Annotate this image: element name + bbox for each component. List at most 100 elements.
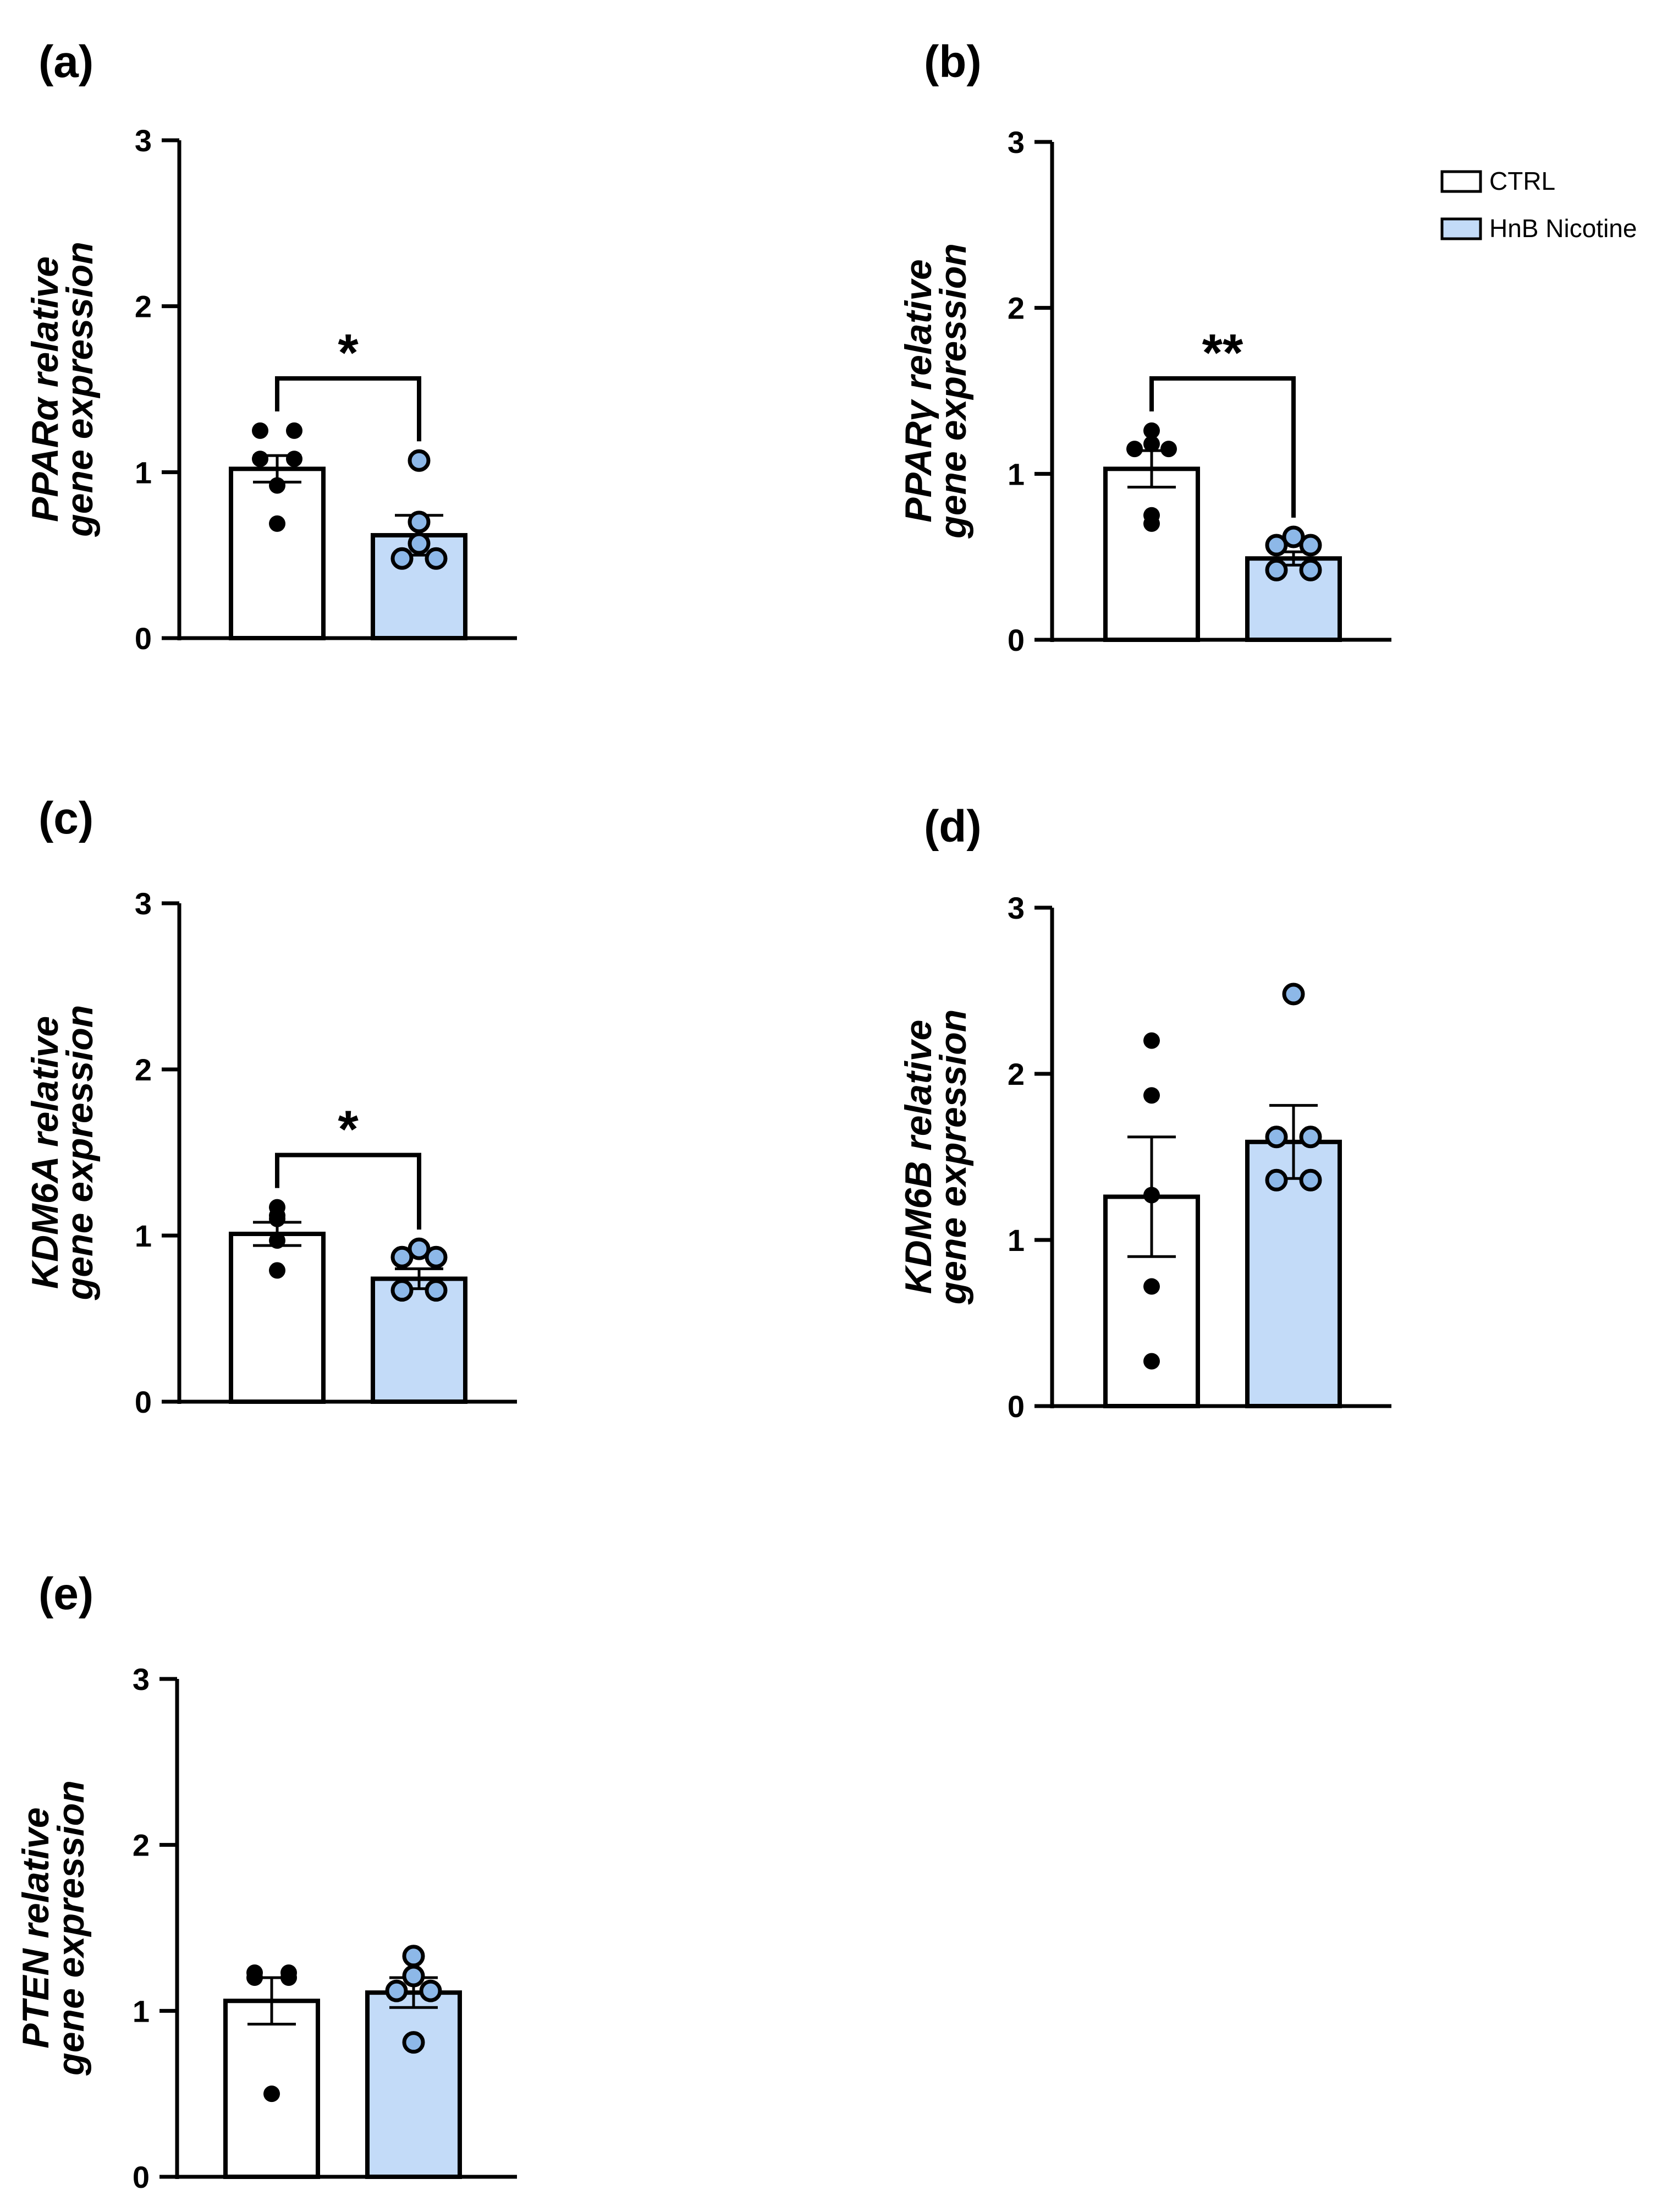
data-point-hnb: [425, 1279, 448, 1302]
data-point-ctrl: [1143, 1032, 1160, 1049]
y-tick-label: 2: [1008, 291, 1025, 326]
data-point-hnb: [1265, 534, 1288, 557]
bar-hnb: [1245, 556, 1342, 643]
bar-hnb: [365, 1990, 462, 2179]
y-tick-label: 0: [1008, 1389, 1025, 1424]
data-point-ctrl: [269, 1262, 285, 1279]
data-point-ctrl: [1143, 436, 1160, 453]
data-point-hnb: [1282, 982, 1305, 1006]
data-point-hnb: [1299, 1126, 1322, 1149]
y-tick-label: 2: [1008, 1057, 1025, 1091]
panel-label: (b): [924, 37, 982, 87]
data-point-hnb: [425, 1245, 448, 1269]
y-tick-label: 1: [135, 455, 152, 490]
data-point-ctrl: [280, 1969, 297, 1986]
y-tick-label: 3: [133, 1662, 150, 1697]
significance-bracket: [275, 1152, 421, 1230]
y-tick-label: 1: [1008, 1223, 1025, 1258]
data-point-ctrl: [252, 451, 268, 468]
y-tick-label: 2: [135, 1052, 152, 1087]
bar-hnb: [371, 1276, 467, 1404]
y-tick-label: 3: [1008, 891, 1025, 925]
data-point-ctrl: [1160, 441, 1177, 458]
data-point-hnb: [1265, 558, 1288, 581]
data-point-hnb: [402, 1945, 425, 1968]
data-point-ctrl: [1143, 1278, 1160, 1295]
data-point-hnb: [402, 1964, 425, 1988]
data-point-hnb: [408, 532, 431, 555]
data-point-ctrl: [269, 515, 285, 532]
data-point-ctrl: [263, 2085, 280, 2103]
data-point-hnb: [1265, 1168, 1288, 1192]
data-point-ctrl: [1143, 422, 1160, 439]
data-point-ctrl: [252, 422, 268, 439]
y-axis-label-line2: gene expression: [50, 1780, 92, 2076]
y-tick-label: 2: [133, 1828, 150, 1863]
y-tick-label: 3: [135, 886, 152, 921]
legend-label-ctrl: CTRL: [1489, 167, 1555, 195]
y-tick-label: 1: [133, 1994, 150, 2028]
data-point-ctrl: [246, 1969, 263, 1986]
y-tick-label: 0: [135, 1385, 152, 1419]
y-axis-label-line2: gene expression: [59, 241, 101, 537]
data-point-hnb: [1265, 1126, 1288, 1149]
panel-label: (c): [38, 793, 93, 843]
panel-label: (d): [924, 802, 982, 852]
data-point-ctrl: [1143, 1353, 1160, 1370]
data-point-hnb: [390, 1279, 414, 1302]
y-axis-label-line2: gene expression: [59, 1005, 101, 1301]
bar-hnb: [1245, 1139, 1342, 1409]
bar-ctrl: [229, 1231, 326, 1404]
data-point-hnb: [385, 1979, 408, 2002]
bar-ctrl: [229, 466, 326, 640]
data-point-hnb: [1282, 525, 1305, 548]
y-axis-label-line2: gene expression: [932, 1009, 974, 1305]
data-point-ctrl: [269, 1232, 285, 1249]
y-axis-label: PPARα relative: [24, 256, 66, 522]
panel-label: (a): [38, 37, 93, 87]
legend-label-hnb: HnB Nicotine: [1489, 214, 1637, 243]
data-point-ctrl: [269, 1210, 285, 1227]
data-point-hnb: [1299, 1168, 1322, 1192]
data-point-hnb: [390, 1245, 414, 1269]
data-point-ctrl: [1143, 1187, 1160, 1204]
data-point-ctrl: [286, 451, 302, 468]
data-point-hnb: [419, 1979, 442, 2002]
legend: CTRL HnB Nicotine: [1440, 167, 1637, 243]
data-point-hnb: [1299, 534, 1322, 557]
data-point-ctrl: [1143, 515, 1160, 532]
data-point-hnb: [1299, 558, 1322, 581]
y-axis-label: PPARγ relative: [898, 259, 939, 523]
y-tick-label: 0: [133, 2160, 150, 2194]
panel-label: (e): [38, 1569, 93, 1619]
data-point-ctrl: [1126, 441, 1143, 458]
y-axis-label: KDM6B relative: [898, 1020, 939, 1294]
significance-label: **: [1202, 323, 1243, 382]
data-point-hnb: [408, 511, 431, 534]
data-point-hnb: [408, 1237, 431, 1260]
y-tick-label: 3: [135, 123, 152, 158]
data-point-hnb: [402, 2031, 425, 2054]
legend-swatch-ctrl: [1440, 170, 1482, 193]
data-point-hnb: [390, 547, 414, 570]
data-point-ctrl: [269, 477, 285, 494]
y-tick-label: 1: [135, 1218, 152, 1253]
significance-label: *: [338, 1100, 359, 1159]
significance-label: *: [338, 323, 359, 382]
data-point-ctrl: [286, 422, 302, 439]
significance-bracket: [275, 376, 421, 442]
y-tick-label: 0: [135, 621, 152, 656]
data-point-hnb: [425, 547, 448, 570]
y-tick-label: 1: [1008, 457, 1025, 491]
data-point-ctrl: [1143, 1087, 1160, 1104]
legend-swatch-hnb: [1440, 217, 1482, 240]
bar-ctrl: [1103, 466, 1200, 642]
y-axis-label: PTEN relative: [15, 1807, 57, 2048]
y-tick-label: 2: [135, 289, 152, 324]
